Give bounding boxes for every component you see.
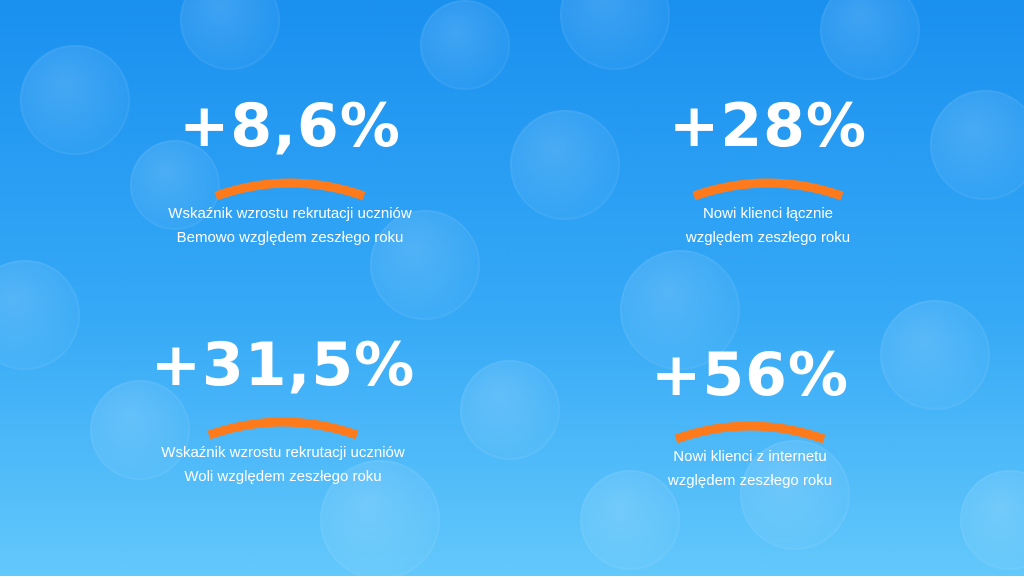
decorative-bubble: [20, 45, 130, 155]
orange-swoosh-decoration: [692, 178, 844, 201]
stat-description: Wskaźnik wzrostu rekrutacji uczniów Woli…: [103, 441, 463, 489]
stat-description: Nowi klienci z internetu względem zeszłe…: [570, 445, 930, 493]
stat-card-4: +56% Nowi klienci z internetu względem z…: [570, 345, 930, 493]
stat-description-line-2: względem zeszłego roku: [667, 472, 833, 489]
stat-card-2: +28% Nowi klienci łącznie względem zeszł…: [588, 96, 948, 250]
decorative-bubble: [820, 0, 920, 80]
stat-description-line-2: Bemowo względem zeszłego roku: [176, 229, 404, 246]
stat-value: +31,5%: [150, 330, 416, 400]
decorative-bubble: [420, 0, 510, 90]
orange-swoosh-decoration: [214, 178, 366, 201]
decorative-bubble: [930, 90, 1024, 200]
stat-value: +28%: [669, 91, 867, 161]
stat-description: Nowi klienci łącznie względem zeszłego r…: [588, 202, 948, 250]
decorative-bubble: [580, 470, 680, 570]
stat-description-line-1: Nowi klienci z internetu: [673, 448, 827, 465]
decorative-bubble: [510, 110, 620, 220]
decorative-bubble: [90, 380, 190, 480]
decorative-bubble: [620, 250, 740, 370]
stat-description-line-1: Nowi klienci łącznie: [702, 205, 834, 222]
decorative-bubble: [740, 440, 850, 550]
orange-swoosh-decoration: [207, 417, 359, 440]
decorative-bubble: [130, 140, 220, 230]
stat-description-line-1: Wskaźnik wzrostu rekrutacji uczniów: [168, 205, 412, 222]
stat-card-1: +8,6% Wskaźnik wzrostu rekrutacji ucznió…: [110, 96, 470, 250]
stat-description-line-1: Wskaźnik wzrostu rekrutacji uczniów: [161, 444, 405, 461]
stat-value: +8,6%: [179, 91, 401, 161]
stat-value: +56%: [651, 340, 849, 410]
decorative-bubble: [0, 260, 80, 370]
decorative-bubble: [460, 360, 560, 460]
decorative-bubble: [320, 460, 440, 580]
stat-description-line-2: Woli względem zeszłego roku: [184, 468, 382, 485]
orange-swoosh-decoration: [674, 421, 826, 444]
stat-description-line-2: względem zeszłego roku: [685, 229, 851, 246]
stat-description: Wskaźnik wzrostu rekrutacji uczniów Bemo…: [110, 202, 470, 250]
decorative-bubble: [180, 0, 280, 70]
decorative-bubble: [560, 0, 670, 70]
decorative-bubble: [960, 470, 1024, 570]
decorative-bubble: [370, 210, 480, 320]
stat-card-3: +31,5% Wskaźnik wzrostu rekrutacji uczni…: [103, 335, 463, 489]
decorative-bubble: [880, 300, 990, 410]
